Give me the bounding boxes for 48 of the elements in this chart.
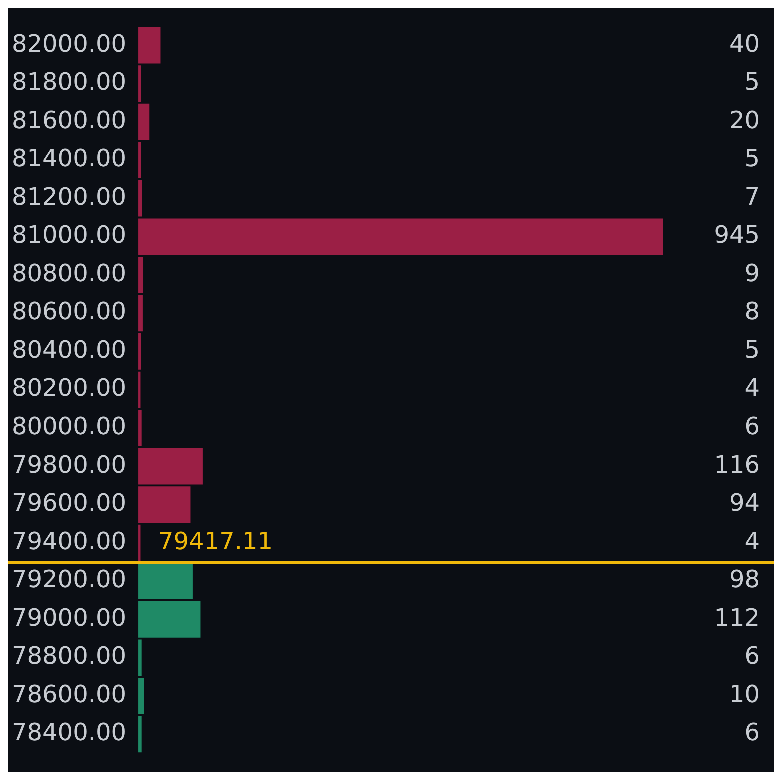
y-tick-label: 79600.00 <box>12 489 127 518</box>
data-label: 20 <box>729 106 760 134</box>
data-label: 5 <box>744 68 760 96</box>
data-label: 40 <box>729 30 760 58</box>
bar <box>138 27 161 64</box>
bar <box>138 563 193 600</box>
bar <box>138 66 142 102</box>
y-tick-label: 78800.00 <box>12 642 127 670</box>
y-tick-label: 80600.00 <box>12 298 127 326</box>
y-tick-label: 81200.00 <box>12 182 127 211</box>
y-tick-label: 80000.00 <box>12 412 127 441</box>
bar <box>138 486 191 523</box>
bar <box>138 410 142 446</box>
data-label: 8 <box>744 298 760 326</box>
y-tick-label: 82000.00 <box>12 30 127 58</box>
annotation: 79417.11 <box>158 527 274 556</box>
y-tick-label: 80200.00 <box>12 374 127 402</box>
data-label: 5 <box>744 336 760 364</box>
y-tick-label: 81800.00 <box>12 68 127 96</box>
y-tick-label: 81400.00 <box>12 144 127 173</box>
data-label: 6 <box>744 718 760 747</box>
y-tick-label: 81000.00 <box>12 221 127 250</box>
data-label: 4 <box>744 374 760 402</box>
data-label: 5 <box>744 144 760 173</box>
bar <box>138 257 144 294</box>
data-label: 9 <box>744 259 760 288</box>
data-label: 4 <box>744 527 760 556</box>
y-tick-label: 78600.00 <box>12 680 127 708</box>
y-tick-label: 81600.00 <box>12 106 127 134</box>
y-tick-label: 79800.00 <box>12 450 127 479</box>
data-label: 7 <box>744 182 760 211</box>
data-label: 98 <box>729 566 760 594</box>
y-tick-label: 79000.00 <box>12 604 127 632</box>
y-tick-label: 79200.00 <box>12 566 127 594</box>
data-label: 6 <box>744 412 760 441</box>
data-label: 10 <box>729 680 760 708</box>
data-label: 94 <box>729 489 760 518</box>
bar <box>138 448 203 485</box>
bar <box>138 334 142 370</box>
data-label: 112 <box>714 604 760 632</box>
y-tick-label: 78400.00 <box>12 718 127 747</box>
y-tick-label: 79400.00 <box>12 527 127 556</box>
y-tick-label: 80800.00 <box>12 259 127 288</box>
data-label: 6 <box>744 642 760 670</box>
bar <box>138 678 144 714</box>
y-tick-label: 80400.00 <box>12 336 127 364</box>
data-label: 116 <box>714 450 760 479</box>
data-label: 945 <box>714 221 760 250</box>
